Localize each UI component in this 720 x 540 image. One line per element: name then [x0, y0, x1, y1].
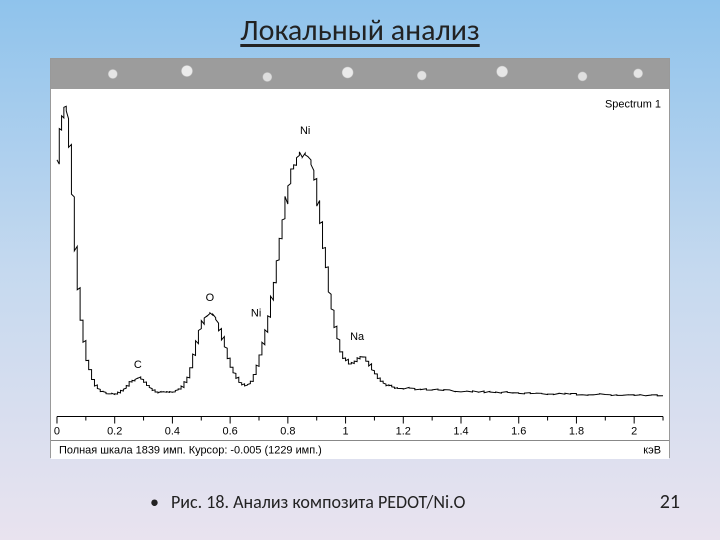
svg-text:0.4: 0.4 [165, 425, 180, 437]
svg-text:2: 2 [631, 425, 637, 437]
svg-text:1.4: 1.4 [453, 425, 468, 437]
spectrum-chart: 0 0.2 0.4 0.6 0.8 1 1.2 1.4 1.6 1.8 2 Полная шкала … [51, 89, 669, 459]
spectrum-figure: 0 0.2 0.4 0.6 0.8 1 1.2 1.4 1.6 1.8 2 Полная шкала … [50, 58, 670, 458]
svg-text:Ni: Ni [251, 307, 261, 319]
svg-text:0.6: 0.6 [223, 425, 238, 437]
svg-text:Spectrum 1: Spectrum 1 [605, 99, 661, 111]
svg-text:0.2: 0.2 [107, 425, 122, 437]
sem-image-strip [51, 59, 669, 89]
page-number: 21 [660, 490, 680, 514]
svg-text:O: O [206, 292, 215, 304]
svg-text:1.8: 1.8 [569, 425, 584, 437]
slide-root: Локальный анализ 0 0.2 0.4 0.6 0.8 1 1.2 1.4 1.6… [0, 0, 720, 540]
svg-text:кэВ: кэВ [643, 444, 661, 456]
svg-text:1.6: 1.6 [511, 425, 526, 437]
spectrum-svg: 0 0.2 0.4 0.6 0.8 1 1.2 1.4 1.6 1.8 2 Полная шкала … [51, 89, 669, 459]
svg-text:1: 1 [343, 425, 349, 437]
caption-row: • Рис. 18. Анализ композита PEDOT/Ni.O 2… [0, 490, 720, 514]
caption-block: • Рис. 18. Анализ композита PEDOT/Ni.O [150, 491, 465, 513]
svg-text:0: 0 [54, 425, 60, 437]
svg-text:C: C [134, 359, 142, 371]
svg-text:Ni: Ni [300, 125, 310, 137]
svg-text:Na: Na [350, 331, 365, 343]
svg-text:Полная шкала 1839 имп. Курсор:: Полная шкала 1839 имп. Курсор: -0.005 (1… [59, 444, 322, 456]
caption-bullet: • [150, 491, 159, 513]
figure-caption: Рис. 18. Анализ композита PEDOT/Ni.O [171, 491, 465, 513]
slide-title: Локальный анализ [0, 0, 720, 49]
svg-text:0.8: 0.8 [280, 425, 295, 437]
svg-text:1.2: 1.2 [396, 425, 411, 437]
